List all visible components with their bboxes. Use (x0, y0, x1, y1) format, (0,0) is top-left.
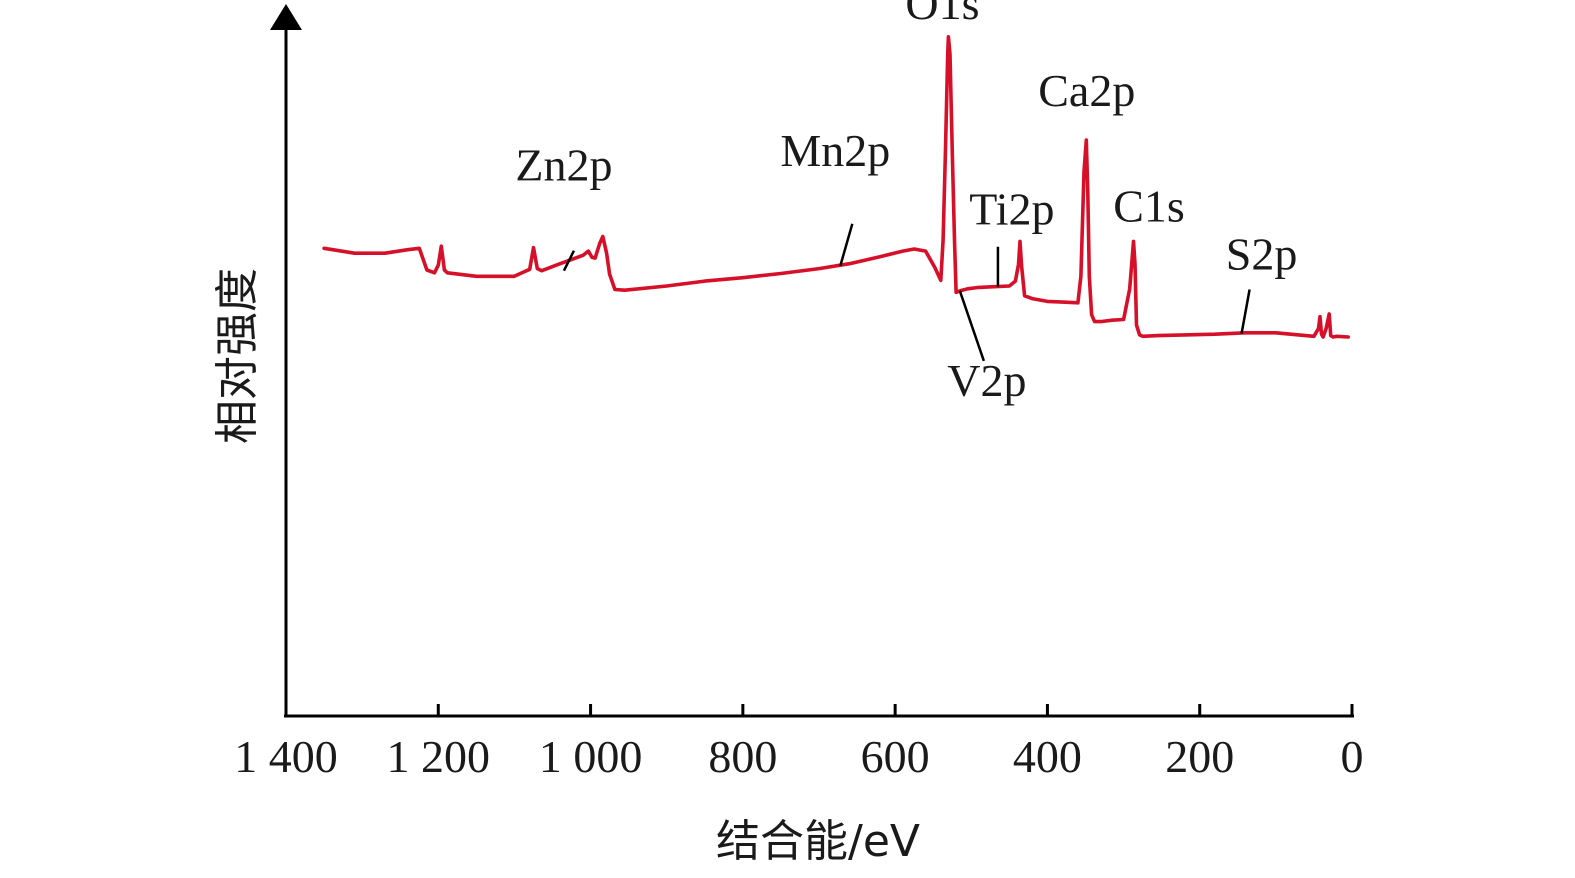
x-tick-label: 800 (708, 731, 777, 782)
spectrum-line (322, 35, 1350, 339)
leader-line (839, 223, 854, 267)
leader-line (562, 250, 576, 272)
peak-label: Zn2p (515, 140, 612, 191)
x-tick-label: 1 400 (234, 731, 338, 782)
peak-label: C1s (1113, 180, 1185, 231)
peak-label: Ti2p (969, 184, 1054, 235)
x-axis-title: 结合能/eV (716, 816, 920, 867)
x-tick-label: 600 (861, 731, 930, 782)
x-ticks: 1 400 1 200 1 000 800 600 400 200 0 (234, 704, 1364, 782)
x-tick-label: 1 000 (539, 731, 643, 782)
x-tick-label: 0 (1341, 731, 1364, 782)
x-tick-label: 200 (1165, 731, 1234, 782)
x-tick-label: 1 200 (387, 731, 491, 782)
peak-label: Ca2p (1038, 65, 1135, 116)
leader-line (958, 290, 986, 362)
y-axis-title: 相对强度 (212, 268, 263, 444)
spectrum-layer (322, 35, 1350, 339)
y-axis-arrow-icon (270, 4, 302, 30)
peak-label: V2p (947, 355, 1026, 406)
peak-label: Mn2p (780, 125, 890, 176)
leader-line (1240, 289, 1251, 334)
peak-annotations: Zn2p Mn2p O1s Ti2p V2p Ca2p C1s S2p (515, 0, 1297, 406)
peak-label: S2p (1226, 228, 1298, 279)
peak-label: O1s (905, 0, 979, 29)
x-tick-label: 400 (1013, 731, 1082, 782)
